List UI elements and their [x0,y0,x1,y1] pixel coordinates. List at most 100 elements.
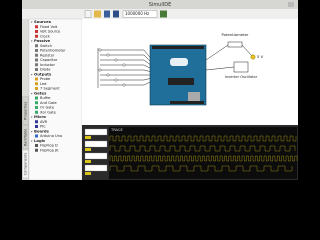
component-icon [35,44,38,48]
component-icon [35,25,38,29]
led [98,48,102,52]
component-item[interactable]: Buffer [40,96,51,100]
component-item[interactable]: Or Gate [40,106,55,110]
plot-area [109,127,297,179]
component-item[interactable]: Inductor [40,63,55,67]
screenshot: SimulIDE 1000000 Hz Components RamTable Pr… [22,0,298,181]
group-arrow: ▾ [31,115,33,119]
channel-control[interactable] [84,140,108,148]
component-group[interactable]: Micro [34,114,46,119]
component-icon [35,77,38,81]
group-arrow: ▾ [31,20,33,24]
oscillator-label: Inverter Oscillator [225,75,258,79]
save-button[interactable] [104,10,110,18]
led [114,58,118,62]
component-icon [35,34,38,38]
potentiometer-label: Potentiometer [222,32,249,37]
component-icon [35,96,38,100]
component-icon [35,82,38,86]
title-bar [22,0,298,9]
component-icon [35,125,38,128]
trace [109,145,296,152]
component-group[interactable]: Sources [34,19,52,24]
side-tab[interactable] [22,149,29,179]
component-item[interactable]: Capacitor [40,58,58,62]
group-arrow: ▾ [31,91,33,95]
arduino-header [170,101,204,104]
component-item[interactable]: Diode [40,68,51,72]
run-button[interactable] [160,10,167,18]
group-arrow: ▾ [31,139,33,143]
component-icon [35,58,38,62]
component-icon [35,63,38,67]
component-icon [35,101,38,105]
component-icon [35,106,38,109]
led [122,83,126,87]
component-icon [35,110,38,114]
close-button[interactable] [288,2,294,7]
window-title: SimulIDE [149,2,171,8]
component-item[interactable]: PIC [40,125,46,129]
side-tab[interactable] [22,125,29,150]
component-item[interactable]: FlipFlop JK [40,148,59,152]
group-arrow: ▾ [31,129,33,133]
component-item[interactable]: Volt Source [40,30,61,34]
new-button[interactable] [84,10,92,18]
component-icon [35,53,38,57]
channel-control[interactable] [84,164,108,172]
component-item[interactable]: And Gate [40,101,58,105]
component-icon [35,134,38,138]
component-icon [35,144,38,147]
supply-label: 5 V [257,54,264,59]
component-item[interactable]: 7 Segment [40,87,60,91]
wire [205,66,235,71]
oscillator[interactable] [233,61,249,73]
side-tab-label: RamTable [24,128,28,146]
channel-control[interactable] [84,128,108,136]
led [106,73,110,77]
channel-swatch [85,148,91,151]
component-icon [35,120,38,124]
led [122,63,126,67]
channel-control[interactable] [84,152,108,160]
led [114,78,118,82]
open-button[interactable] [94,10,101,18]
group-arrow: ▾ [31,39,33,43]
component-item[interactable]: Led [40,82,46,86]
body: {"window":{"title":"SimulIDE"}, "toolbar… [22,0,298,181]
trace [109,155,298,162]
arduino-chip [168,78,194,85]
component-item[interactable]: Xor Gate [40,110,57,114]
supply[interactable] [250,54,256,60]
component-icon [35,49,38,52]
led [98,68,102,72]
component-icon [35,148,38,152]
frequency-field[interactable] [122,10,158,18]
component-group[interactable]: Boards [34,128,50,133]
component-item[interactable]: Switch [40,44,52,48]
save-as-button[interactable] [113,10,119,18]
led [106,53,110,57]
component-item[interactable]: AVR [40,120,48,124]
side-tab-label: Properties [24,102,28,120]
component-item[interactable]: Fixed Volt [40,25,58,29]
component-group[interactable]: Outputs [34,71,52,76]
component-group[interactable]: Logic [34,138,45,143]
wire [241,44,253,57]
wire [205,44,229,61]
side-tab[interactable] [22,96,29,125]
component-icon [35,30,38,33]
component-item[interactable]: Clock [40,34,51,38]
page: SimulIDE html,body{margin:0;padding:0;wi… [22,0,298,181]
potentiometer[interactable] [227,41,243,48]
component-item[interactable]: Arduino Uno [40,134,62,138]
component-item[interactable]: FlipFlop D [40,144,58,148]
trace [109,135,297,142]
component-group[interactable]: Gates [34,90,47,95]
component-item[interactable]: Probe [40,77,51,81]
component-item[interactable]: Potentiometer [40,49,66,53]
group-arrow: ▾ [31,72,33,76]
component-group[interactable]: Passive [34,38,51,43]
component-item[interactable]: Resistor [40,53,55,57]
component-icon [35,68,38,71]
